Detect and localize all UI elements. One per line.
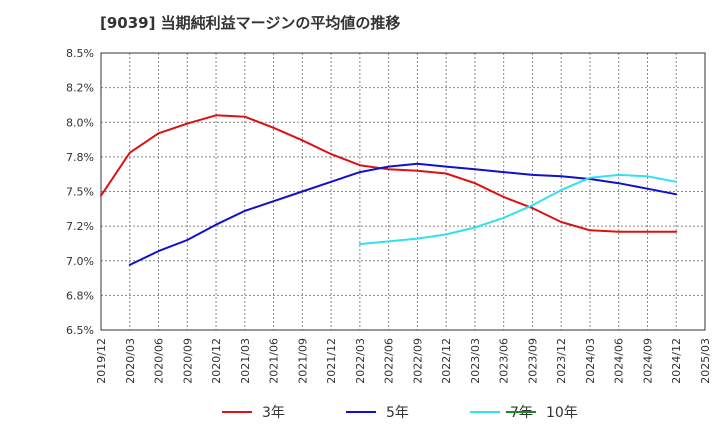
y-tick-label: 6.8% xyxy=(66,289,94,302)
x-tick-label: 2023/09 xyxy=(526,338,539,384)
x-tick-label: 2023/03 xyxy=(469,338,482,384)
x-tick-label: 2023/12 xyxy=(555,338,568,384)
x-tick-label: 2022/06 xyxy=(383,338,396,384)
x-tick-label: 2021/09 xyxy=(296,338,309,384)
x-tick-label: 2020/12 xyxy=(210,338,223,384)
y-tick-label: 7.5% xyxy=(66,186,94,199)
series-line-7年 xyxy=(358,173,678,246)
y-tick-label: 8.2% xyxy=(66,82,94,95)
x-tick-label: 2021/03 xyxy=(239,338,252,384)
x-tick-label: 2020/06 xyxy=(153,338,166,384)
legend-label-5年: 5年 xyxy=(386,405,409,421)
y-tick-label: 7.0% xyxy=(66,255,94,268)
legend-label-10年: 10年 xyxy=(546,405,578,421)
x-tick-label: 2025/03 xyxy=(699,338,712,384)
x-tick-label: 2022/09 xyxy=(411,338,424,384)
y-tick-label: 6.5% xyxy=(66,324,94,337)
x-tick-label: 2024/09 xyxy=(641,338,654,384)
x-tick-label: 2022/03 xyxy=(354,338,367,384)
chart-title: [9039] 当期純利益マージンの平均値の推移 xyxy=(100,14,401,32)
x-tick-label: 2024/03 xyxy=(584,338,597,384)
y-tick-label: 8.5% xyxy=(66,47,94,60)
x-tick-label: 2021/06 xyxy=(268,338,281,384)
plot-frame xyxy=(100,52,706,331)
x-tick-label: 2020/09 xyxy=(181,338,194,384)
x-tick-label: 2024/12 xyxy=(670,338,683,384)
series-line-3年 xyxy=(100,114,678,233)
x-tick-label: 2019/12 xyxy=(95,338,108,384)
legend-label-3年: 3年 xyxy=(262,405,285,421)
y-tick-label: 7.8% xyxy=(66,151,94,164)
series-line-5年 xyxy=(128,162,678,266)
x-tick-label: 2021/12 xyxy=(325,338,338,384)
x-tick-label: 2020/03 xyxy=(124,338,137,384)
y-tick-label: 7.2% xyxy=(66,220,94,233)
x-tick-label: 2023/06 xyxy=(498,338,511,384)
y-tick-label: 8.0% xyxy=(66,116,94,129)
x-tick-label: 2024/06 xyxy=(613,338,626,384)
x-tick-label: 2022/12 xyxy=(440,338,453,384)
